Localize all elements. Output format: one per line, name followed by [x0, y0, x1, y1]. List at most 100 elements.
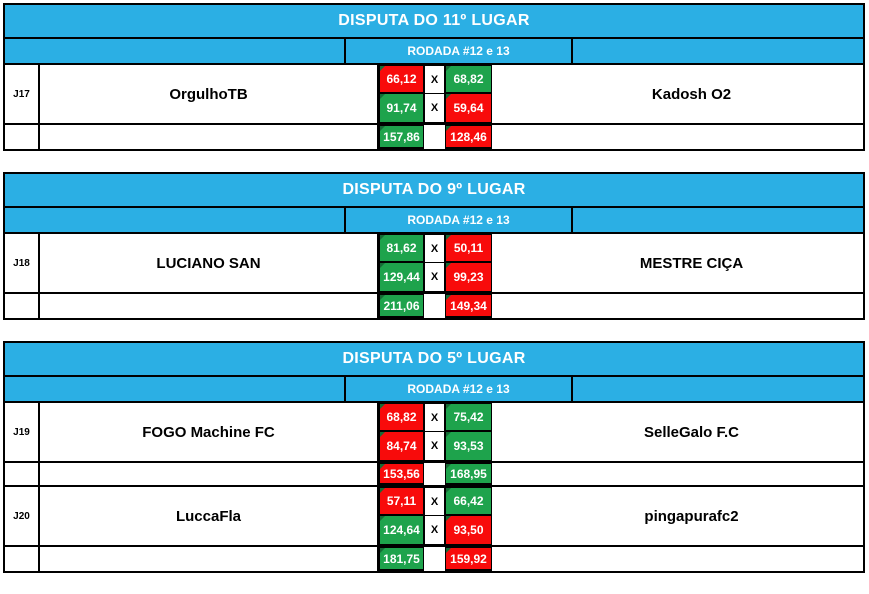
- away-score-column: 66,42 93,50: [445, 487, 492, 545]
- away-team-name: pingapurafc2: [644, 507, 739, 525]
- home-score-column: 66,12 91,74: [379, 65, 424, 123]
- match-scores-row: J19 FOGO Machine FC 68,82 84,74 X X 75,4…: [5, 403, 863, 463]
- match-j17: J17 OrgulhoTB 66,12 91,74 X X 68,82 59,6…: [5, 65, 863, 149]
- table-title: DISPUTA DO 5º LUGAR: [5, 343, 863, 377]
- home-score-round2: 129,44: [379, 263, 424, 292]
- match-totals-row: 153,56 168,95: [5, 463, 863, 487]
- round-header-row: RODADA #12 e 13: [5, 208, 863, 234]
- versus-column: X X: [424, 234, 445, 292]
- empty-cell: [5, 463, 40, 485]
- home-score-round1: 66,12: [379, 65, 424, 94]
- round-header-spacer-left: [5, 208, 346, 232]
- versus-mark: X: [424, 234, 445, 263]
- empty-cell: [40, 294, 379, 318]
- match-scores-row: J18 LUCIANO SAN 81,62 129,44 X X 50,11 9…: [5, 234, 863, 294]
- versus-mark: X: [424, 487, 445, 516]
- versus-column: X X: [424, 403, 445, 461]
- away-total-score: 159,92: [445, 547, 492, 571]
- empty-cell: [492, 125, 863, 149]
- away-score-column: 50,11 99,23: [445, 234, 492, 292]
- away-team-name: SelleGalo F.C: [643, 423, 740, 441]
- home-total-score: 153,56: [379, 463, 424, 485]
- table-disputa-5-lugar: DISPUTA DO 5º LUGAR RODADA #12 e 13 J19 …: [3, 341, 865, 573]
- match-code: J18: [5, 234, 40, 292]
- away-total-score: 149,34: [445, 294, 492, 318]
- match-code: J19: [5, 403, 40, 461]
- home-score-round1: 57,11: [379, 487, 424, 516]
- versus-column: X X: [424, 65, 445, 123]
- round-header-row: RODADA #12 e 13: [5, 377, 863, 403]
- empty-cell: [40, 547, 379, 571]
- away-score-round1: 68,82: [445, 65, 492, 94]
- home-score-round2: 91,74: [379, 94, 424, 123]
- empty-cell: [40, 125, 379, 149]
- home-score-round2: 124,64: [379, 516, 424, 545]
- empty-cell: [424, 463, 445, 485]
- table-title: DISPUTA DO 9º LUGAR: [5, 174, 863, 208]
- away-score-column: 68,82 59,64: [445, 65, 492, 123]
- empty-cell: [492, 547, 863, 571]
- round-header-spacer-left: [5, 39, 346, 63]
- empty-cell: [492, 463, 863, 485]
- away-total-score: 128,46: [445, 125, 492, 149]
- match-j19: J19 FOGO Machine FC 68,82 84,74 X X 75,4…: [5, 403, 863, 487]
- page: DISPUTA DO 11º LUGAR RODADA #12 e 13 J17…: [3, 3, 865, 573]
- round-header-spacer-right: [573, 377, 863, 401]
- home-team-name: FOGO Machine FC: [40, 403, 379, 461]
- home-total-score: 157,86: [379, 125, 424, 149]
- versus-mark: X: [424, 432, 445, 461]
- match-totals-row: 211,06 149,34: [5, 294, 863, 318]
- match-totals-row: 157,86 128,46: [5, 125, 863, 149]
- match-code: J17: [5, 65, 40, 123]
- away-score-round1: 50,11: [445, 234, 492, 263]
- away-team-name: Kadosh O2: [651, 85, 732, 103]
- home-total-score: 181,75: [379, 547, 424, 571]
- empty-cell: [492, 294, 863, 318]
- match-scores-row: J17 OrgulhoTB 66,12 91,74 X X 68,82 59,6…: [5, 65, 863, 125]
- empty-cell: [424, 294, 445, 318]
- away-score-round2: 59,64: [445, 94, 492, 123]
- versus-mark: X: [424, 94, 445, 123]
- home-score-column: 57,11 124,64: [379, 487, 424, 545]
- versus-mark: X: [424, 403, 445, 432]
- round-label: RODADA #12 e 13: [346, 39, 573, 63]
- away-total-score: 168,95: [445, 463, 492, 485]
- round-header-spacer-right: [573, 208, 863, 232]
- match-j18: J18 LUCIANO SAN 81,62 129,44 X X 50,11 9…: [5, 234, 863, 318]
- round-header-row: RODADA #12 e 13: [5, 39, 863, 65]
- empty-cell: [5, 125, 40, 149]
- away-score-round2: 93,53: [445, 432, 492, 461]
- home-team-name: OrgulhoTB: [40, 65, 379, 123]
- home-score-round1: 81,62: [379, 234, 424, 263]
- match-code: J20: [5, 487, 40, 545]
- table-disputa-9-lugar: DISPUTA DO 9º LUGAR RODADA #12 e 13 J18 …: [3, 172, 865, 320]
- home-score-column: 81,62 129,44: [379, 234, 424, 292]
- away-team-name: MESTRE CIÇA: [639, 254, 744, 272]
- home-score-column: 68,82 84,74: [379, 403, 424, 461]
- match-totals-row: 181,75 159,92: [5, 547, 863, 571]
- versus-mark: X: [424, 263, 445, 292]
- match-j20: J20 LuccaFla 57,11 124,64 X X 66,42 93,5…: [5, 487, 863, 571]
- home-score-round2: 84,74: [379, 432, 424, 461]
- table-disputa-11-lugar: DISPUTA DO 11º LUGAR RODADA #12 e 13 J17…: [3, 3, 865, 151]
- home-team-name: LUCIANO SAN: [40, 234, 379, 292]
- home-total-score: 211,06: [379, 294, 424, 318]
- empty-cell: [40, 463, 379, 485]
- match-scores-row: J20 LuccaFla 57,11 124,64 X X 66,42 93,5…: [5, 487, 863, 547]
- empty-cell: [424, 547, 445, 571]
- versus-mark: X: [424, 65, 445, 94]
- empty-cell: [5, 547, 40, 571]
- away-score-round1: 75,42: [445, 403, 492, 432]
- versus-column: X X: [424, 487, 445, 545]
- home-score-round1: 68,82: [379, 403, 424, 432]
- away-score-round2: 99,23: [445, 263, 492, 292]
- round-label: RODADA #12 e 13: [346, 208, 573, 232]
- away-score-column: 75,42 93,53: [445, 403, 492, 461]
- away-score-round1: 66,42: [445, 487, 492, 516]
- home-team-name: LuccaFla: [40, 487, 379, 545]
- round-header-spacer-left: [5, 377, 346, 401]
- versus-mark: X: [424, 516, 445, 545]
- empty-cell: [5, 294, 40, 318]
- away-score-round2: 93,50: [445, 516, 492, 545]
- round-label: RODADA #12 e 13: [346, 377, 573, 401]
